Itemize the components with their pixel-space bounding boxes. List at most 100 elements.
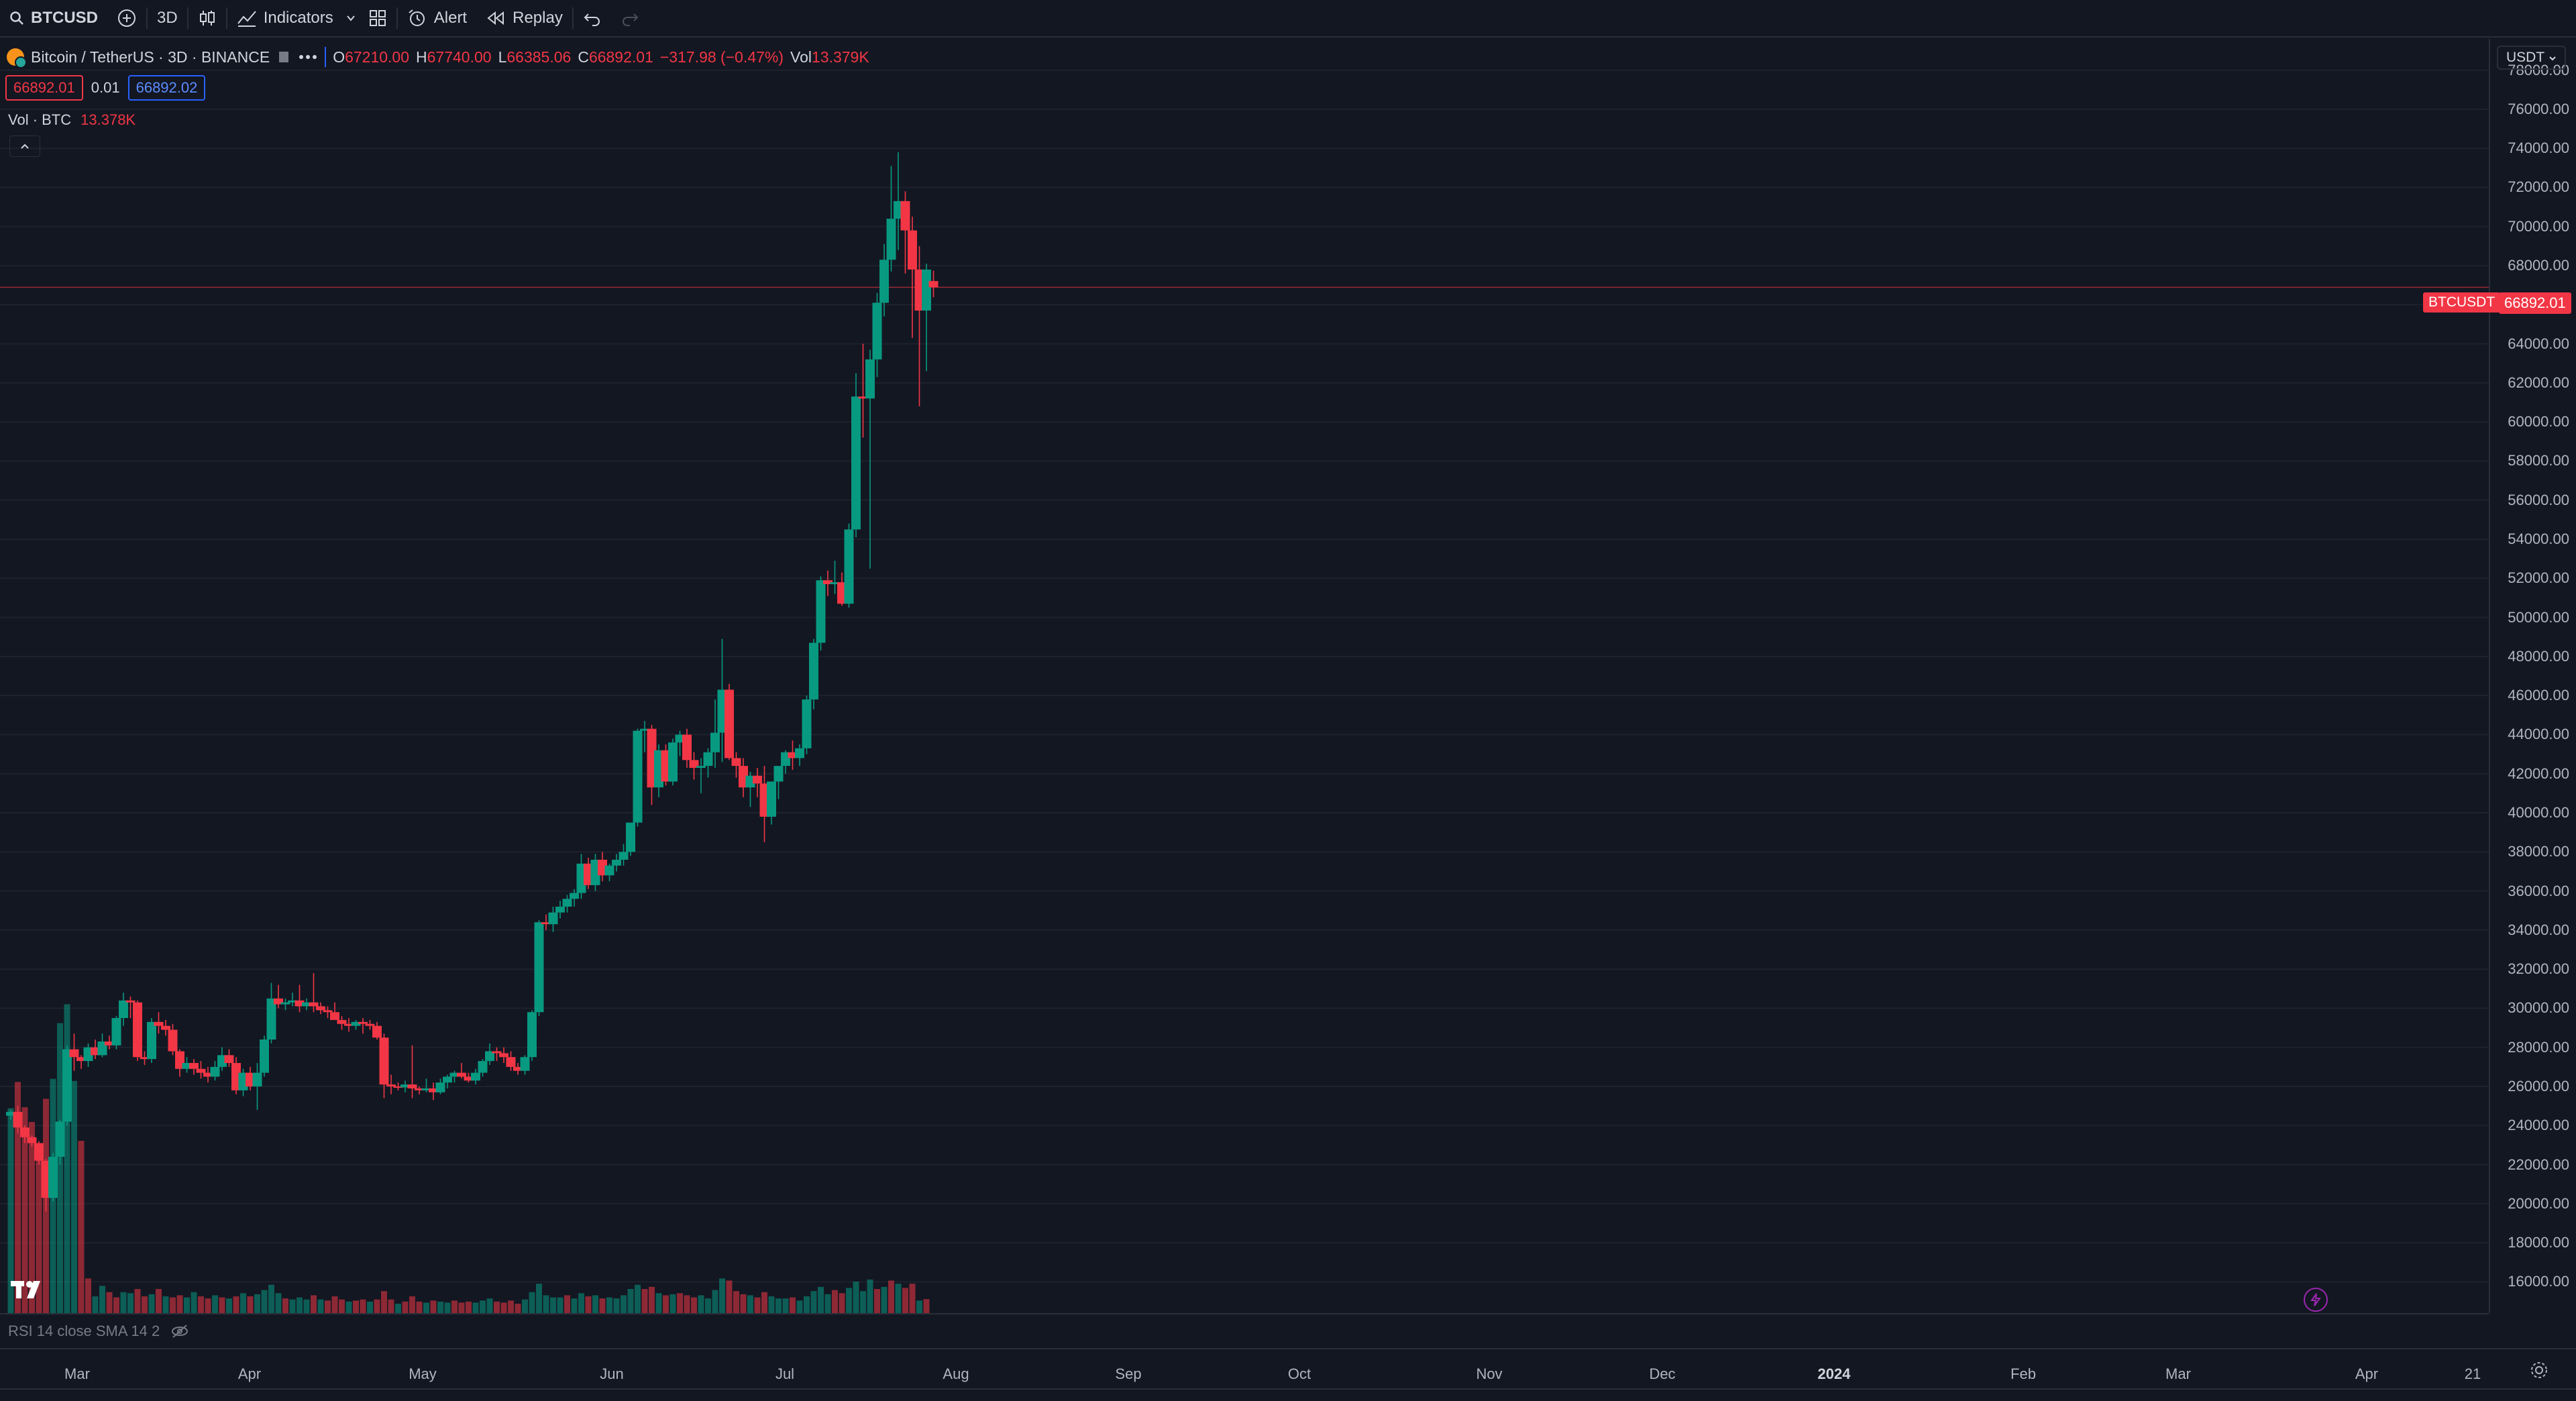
price-axis[interactable]: 78000.00 76000.00 74000.00 72000.00 70000.00… <box>2489 39 2576 1313</box>
candle[interactable] <box>294 985 305 1013</box>
undo-button[interactable] <box>574 0 611 37</box>
candle[interactable] <box>161 1019 170 1036</box>
candle[interactable] <box>562 895 572 913</box>
candle[interactable] <box>379 1033 389 1099</box>
candle[interactable] <box>682 728 692 768</box>
rsi-pane[interactable]: RSI 14 close SMA 14 2 <box>0 1313 2489 1348</box>
candle[interactable] <box>823 570 833 596</box>
candle[interactable] <box>386 1074 396 1095</box>
candle[interactable] <box>316 1002 325 1015</box>
candle[interactable] <box>809 638 818 710</box>
candle[interactable] <box>330 1002 339 1020</box>
candle[interactable] <box>62 1045 72 1126</box>
candle[interactable] <box>133 1000 142 1062</box>
candle[interactable] <box>189 1059 199 1075</box>
candle[interactable] <box>69 1033 79 1071</box>
chart-type-button[interactable] <box>189 0 226 37</box>
main-chart-pane[interactable] <box>0 39 2489 1313</box>
time-axis[interactable]: Mar Apr May Jun Jul Aug Sep Oct Nov Dec 2024 Feb Mar… <box>0 1348 2576 1388</box>
candle[interactable] <box>337 1016 347 1030</box>
candle[interactable] <box>323 1006 333 1018</box>
candle[interactable] <box>928 270 938 298</box>
candle[interactable] <box>210 1061 220 1081</box>
flag-icon[interactable] <box>276 50 291 64</box>
rsi-label[interactable]: RSI 14 close SMA 14 2 <box>8 1323 160 1339</box>
candle[interactable] <box>506 1051 516 1071</box>
candle[interactable] <box>111 1016 121 1050</box>
candle[interactable] <box>527 1010 537 1062</box>
candle[interactable] <box>640 721 649 752</box>
candle[interactable] <box>274 985 283 1009</box>
candle[interactable] <box>457 1062 466 1079</box>
candle[interactable] <box>140 1051 150 1065</box>
candle[interactable] <box>20 1125 30 1143</box>
indicators-button[interactable]: Indicators <box>227 0 343 37</box>
candle[interactable] <box>872 292 882 378</box>
symbol-search[interactable]: BTCUSD <box>0 0 107 37</box>
currency-selector[interactable]: USDT <box>2497 46 2566 70</box>
candle[interactable] <box>570 889 579 907</box>
candle[interactable] <box>260 1035 269 1077</box>
candle[interactable] <box>449 1070 460 1083</box>
candle[interactable] <box>675 730 685 756</box>
volume-label[interactable]: Vol · BTC <box>8 111 72 128</box>
candle[interactable] <box>816 576 826 651</box>
candle[interactable] <box>788 740 798 770</box>
candle[interactable] <box>182 1057 192 1073</box>
candle[interactable] <box>351 1019 361 1030</box>
candle[interactable] <box>513 1062 523 1075</box>
candle[interactable] <box>203 1066 213 1083</box>
candle[interactable] <box>604 863 614 881</box>
candle[interactable] <box>196 1061 206 1079</box>
candle[interactable] <box>541 914 551 930</box>
eye-hidden-icon[interactable] <box>170 1324 189 1339</box>
candle[interactable] <box>91 1040 100 1060</box>
candle[interactable] <box>358 1017 368 1034</box>
compare-button[interactable] <box>107 0 146 37</box>
candle[interactable] <box>48 1153 58 1202</box>
candle[interactable] <box>34 1141 44 1165</box>
candle[interactable] <box>55 1119 65 1165</box>
candle[interactable] <box>555 901 565 919</box>
candle[interactable] <box>400 1080 410 1092</box>
candle[interactable] <box>464 1072 474 1083</box>
more-icon[interactable] <box>298 54 318 60</box>
candle[interactable] <box>105 1035 114 1050</box>
candle[interactable] <box>435 1078 445 1095</box>
candle[interactable] <box>27 1135 37 1147</box>
candle[interactable] <box>534 920 544 1017</box>
indicators-dropdown[interactable] <box>343 0 359 37</box>
alert-button[interactable]: Alert <box>398 0 476 37</box>
candle[interactable] <box>851 373 861 538</box>
candle[interactable] <box>372 1021 382 1040</box>
candlestick-chart[interactable] <box>0 39 2489 1313</box>
candle[interactable] <box>443 1074 452 1088</box>
candle[interactable] <box>802 695 812 754</box>
candle[interactable] <box>288 993 297 1007</box>
candle[interactable] <box>252 1062 262 1110</box>
candle[interactable] <box>710 699 720 768</box>
candle[interactable] <box>429 1082 438 1101</box>
collapse-legend-button[interactable] <box>9 135 40 157</box>
settings-icon[interactable] <box>2529 1360 2549 1380</box>
candle[interactable] <box>908 217 917 338</box>
candle[interactable] <box>309 972 319 1013</box>
candle[interactable] <box>499 1047 508 1063</box>
candle[interactable] <box>485 1043 494 1065</box>
candle[interactable] <box>280 998 290 1011</box>
candle[interactable] <box>922 264 931 372</box>
candle[interactable] <box>407 1045 417 1099</box>
candle[interactable] <box>753 767 762 797</box>
candle[interactable] <box>415 1086 424 1095</box>
candle[interactable] <box>13 1106 23 1133</box>
candle[interactable] <box>633 728 643 827</box>
candle[interactable] <box>147 1017 156 1063</box>
candle[interactable] <box>696 758 706 793</box>
candle[interactable] <box>302 998 311 1011</box>
candle[interactable] <box>886 166 896 272</box>
candle[interactable] <box>478 1059 488 1077</box>
buy-button[interactable]: 66892.02 <box>127 75 206 101</box>
candle[interactable] <box>844 523 854 608</box>
candle[interactable] <box>520 1055 530 1075</box>
replay-button[interactable]: Replay <box>476 0 572 37</box>
